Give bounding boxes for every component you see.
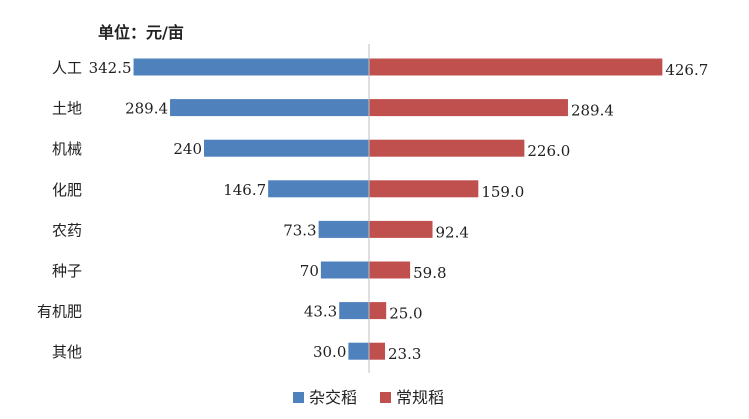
- category-label: 化肥: [52, 181, 82, 199]
- bar-right: [369, 342, 386, 360]
- bar-right: [369, 139, 525, 157]
- bar-left: [204, 139, 369, 157]
- category-label: 种子: [52, 262, 82, 280]
- value-label-right: 25.0: [389, 305, 422, 323]
- bar-right: [369, 58, 663, 76]
- value-label-left: 73.3: [283, 221, 316, 239]
- value-label-right: 226.0: [527, 142, 570, 160]
- value-label-right: 59.8: [413, 264, 446, 282]
- bar-right: [369, 261, 411, 279]
- value-label-left: 146.7: [223, 181, 266, 199]
- bar-left: [318, 220, 369, 238]
- bar-left: [133, 58, 369, 76]
- bar-left: [348, 342, 369, 360]
- legend: 杂交稻 常规稻: [293, 388, 444, 407]
- category-label: 农药: [52, 221, 82, 239]
- value-label-left: 289.4: [125, 100, 168, 118]
- bar-left: [268, 180, 369, 198]
- legend-swatch: [380, 392, 391, 403]
- value-label-left: 30.0: [313, 343, 346, 361]
- bar-right: [369, 220, 433, 238]
- bar-left: [170, 99, 369, 117]
- legend-label: 杂交稻: [309, 388, 357, 407]
- series-right-bars: [369, 58, 663, 360]
- legend-label: 常规稻: [396, 388, 444, 407]
- value-label-left: 70: [300, 262, 319, 280]
- bar-left: [320, 261, 369, 279]
- category-label: 土地: [52, 100, 82, 118]
- value-label-right: 92.4: [436, 223, 469, 241]
- category-label: 其他: [52, 343, 82, 361]
- bar-right: [369, 180, 479, 198]
- value-label-right: 159.0: [481, 183, 524, 201]
- value-label-right: 23.3: [388, 345, 421, 363]
- series-left-bars: [133, 58, 369, 360]
- value-label-left: 342.5: [89, 59, 132, 77]
- bar-right: [369, 302, 387, 320]
- bar-right: [369, 99, 568, 117]
- value-label-left: 43.3: [304, 303, 337, 321]
- bar-left: [339, 302, 369, 320]
- legend-swatch: [293, 392, 304, 403]
- category-label: 人工: [52, 59, 82, 77]
- value-label-right: 426.7: [665, 61, 708, 79]
- value-label-left: 240: [173, 140, 202, 158]
- value-labels: 342.5 426.7 289.4 289.4 240 226.0 146.7 159.0 73…: [89, 59, 709, 363]
- category-label: 机械: [52, 140, 82, 158]
- category-label: 有机肥: [37, 303, 82, 321]
- unit-label: 单位：元/亩: [98, 23, 184, 42]
- value-label-right: 289.4: [571, 102, 614, 120]
